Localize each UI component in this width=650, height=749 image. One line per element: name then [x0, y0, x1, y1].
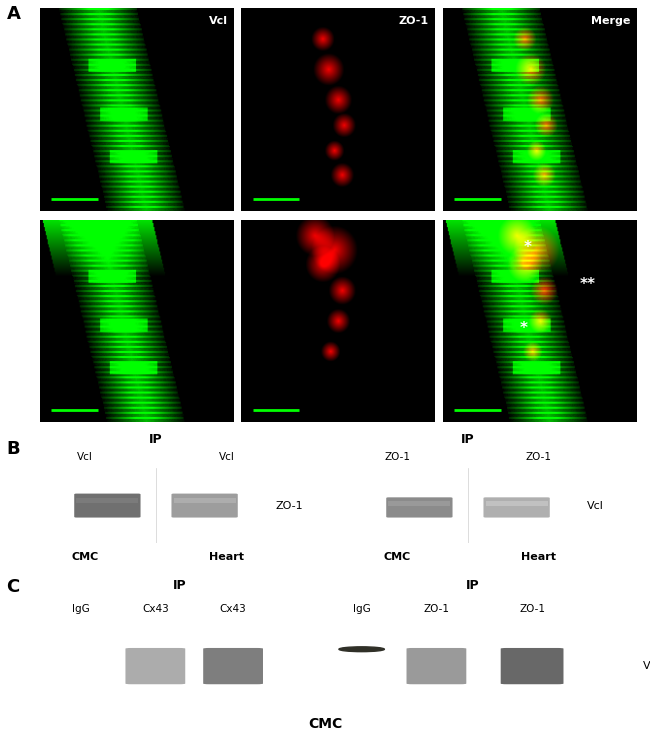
Text: **: ** [580, 276, 596, 291]
Text: *: * [524, 240, 532, 255]
Text: IP: IP [465, 579, 479, 592]
FancyBboxPatch shape [386, 497, 452, 518]
Text: ZO-1: ZO-1 [423, 604, 449, 613]
FancyBboxPatch shape [125, 648, 185, 685]
Text: Vcl: Vcl [209, 16, 228, 26]
Text: Vcl: Vcl [219, 452, 235, 462]
Bar [77, 498, 138, 503]
Bar [486, 501, 547, 506]
FancyBboxPatch shape [203, 648, 263, 685]
FancyBboxPatch shape [406, 648, 466, 685]
Text: CMC: CMC [308, 717, 342, 731]
Text: CMC: CMC [384, 552, 411, 562]
Text: ZO-1: ZO-1 [519, 604, 545, 613]
Text: Vcl: Vcl [643, 661, 650, 671]
Text: Merge: Merge [591, 16, 630, 26]
Text: B: B [6, 440, 20, 458]
Text: IgG: IgG [353, 604, 370, 613]
FancyBboxPatch shape [74, 494, 140, 518]
Bar [174, 498, 235, 503]
FancyBboxPatch shape [484, 497, 550, 518]
Text: Vcl: Vcl [77, 452, 93, 462]
Text: IP: IP [172, 579, 186, 592]
Circle shape [339, 647, 384, 652]
Text: Heart: Heart [521, 552, 556, 562]
Text: CMC: CMC [72, 552, 99, 562]
Text: ZO-1: ZO-1 [276, 500, 303, 511]
Text: Cx43: Cx43 [220, 604, 246, 613]
Text: IgG: IgG [72, 604, 90, 613]
Text: IP: IP [462, 433, 474, 446]
Text: *: * [520, 321, 528, 336]
Text: Cx43: Cx43 [142, 604, 169, 613]
Text: Heart: Heart [209, 552, 244, 562]
FancyBboxPatch shape [500, 648, 564, 685]
Text: IP: IP [150, 433, 162, 446]
Text: ZO-1: ZO-1 [526, 452, 552, 462]
Text: Vcl: Vcl [588, 500, 604, 511]
Text: ZO-1: ZO-1 [384, 452, 410, 462]
Text: C: C [6, 578, 20, 596]
Bar [389, 501, 450, 506]
FancyBboxPatch shape [172, 494, 238, 518]
Text: A: A [6, 5, 20, 23]
Text: ZO-1: ZO-1 [399, 16, 429, 26]
